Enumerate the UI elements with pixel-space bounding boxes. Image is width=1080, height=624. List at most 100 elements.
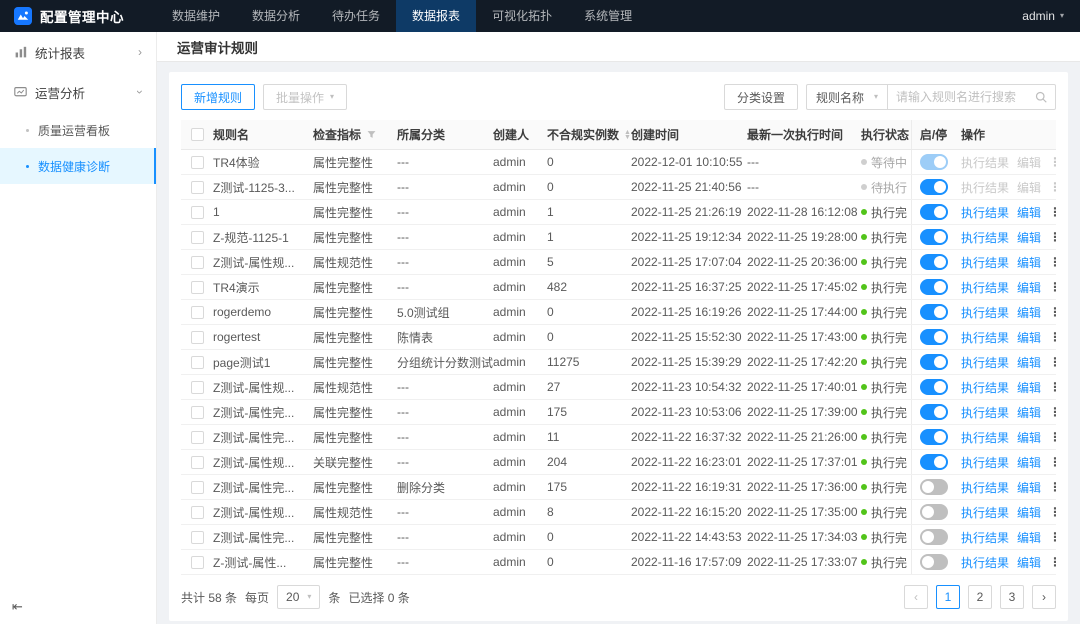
- more-icon[interactable]: ⋮: [1049, 330, 1056, 344]
- enable-toggle[interactable]: [919, 229, 948, 245]
- enable-toggle[interactable]: [919, 529, 948, 545]
- enable-toggle[interactable]: [919, 179, 948, 195]
- enable-toggle[interactable]: [919, 329, 948, 345]
- enable-toggle[interactable]: [919, 429, 948, 445]
- enable-toggle[interactable]: [919, 404, 948, 420]
- more-icon[interactable]: ⋮: [1049, 380, 1056, 394]
- nav-item-visual-topology[interactable]: 可视化拓扑: [492, 9, 553, 23]
- enable-toggle[interactable]: [919, 379, 948, 395]
- more-icon[interactable]: ⋮: [1049, 255, 1056, 269]
- sidebar-item-data-health[interactable]: 数据健康诊断: [0, 148, 156, 184]
- nav-item-data-analysis[interactable]: 数据分析: [252, 9, 301, 23]
- sidebar-item-quality-dashboard[interactable]: 质量运营看板: [0, 112, 156, 148]
- exec-result-link[interactable]: 执行结果: [961, 255, 1010, 270]
- more-icon[interactable]: ⋮: [1049, 530, 1056, 544]
- page-button-3[interactable]: 3: [1000, 585, 1024, 609]
- row-checkbox[interactable]: [190, 180, 204, 194]
- row-checkbox[interactable]: [190, 380, 204, 394]
- exec-result-link[interactable]: 执行结果: [961, 405, 1010, 420]
- more-icon[interactable]: ⋮: [1049, 355, 1056, 369]
- row-checkbox[interactable]: [190, 405, 204, 419]
- edit-link[interactable]: 编辑: [1017, 205, 1042, 220]
- edit-link[interactable]: 编辑: [1017, 355, 1042, 370]
- exec-result-link[interactable]: 执行结果: [961, 430, 1010, 445]
- more-icon[interactable]: ⋮: [1049, 405, 1056, 419]
- nav-item-data-maintenance[interactable]: 数据维护: [172, 9, 221, 23]
- edit-link[interactable]: 编辑: [1017, 530, 1042, 545]
- row-checkbox[interactable]: [190, 330, 204, 344]
- row-checkbox[interactable]: [190, 455, 204, 469]
- exec-result-link[interactable]: 执行结果: [961, 305, 1010, 320]
- exec-result-link[interactable]: 执行结果: [961, 530, 1010, 545]
- edit-link[interactable]: 编辑: [1017, 430, 1042, 445]
- search-input[interactable]: [896, 90, 1035, 104]
- edit-link[interactable]: 编辑: [1017, 505, 1042, 520]
- exec-result-link[interactable]: 执行结果: [961, 480, 1010, 495]
- category-settings-button[interactable]: 分类设置: [723, 84, 798, 110]
- filter-icon[interactable]: [367, 130, 376, 139]
- enable-toggle[interactable]: [919, 204, 948, 220]
- enable-toggle[interactable]: [919, 154, 948, 170]
- exec-result-link[interactable]: 执行结果: [961, 230, 1010, 245]
- row-checkbox[interactable]: [190, 505, 204, 519]
- exec-result-link[interactable]: 执行结果: [961, 205, 1010, 220]
- row-checkbox[interactable]: [190, 255, 204, 269]
- exec-result-link[interactable]: 执行结果: [961, 330, 1010, 345]
- exec-result-link[interactable]: 执行结果: [961, 355, 1010, 370]
- row-checkbox[interactable]: [190, 155, 204, 169]
- enable-toggle[interactable]: [919, 479, 948, 495]
- collapse-sidebar-icon[interactable]: ⇤: [12, 599, 23, 614]
- batch-actions-button[interactable]: 批量操作 ▾: [263, 84, 348, 110]
- more-icon[interactable]: ⋮: [1049, 180, 1056, 194]
- exec-result-link[interactable]: 执行结果: [961, 155, 1010, 170]
- edit-link[interactable]: 编辑: [1017, 455, 1042, 470]
- edit-link[interactable]: 编辑: [1017, 330, 1042, 345]
- edit-link[interactable]: 编辑: [1017, 230, 1042, 245]
- edit-link[interactable]: 编辑: [1017, 305, 1042, 320]
- edit-link[interactable]: 编辑: [1017, 555, 1042, 570]
- edit-link[interactable]: 编辑: [1017, 155, 1042, 170]
- row-checkbox[interactable]: [190, 555, 204, 569]
- edit-link[interactable]: 编辑: [1017, 280, 1042, 295]
- more-icon[interactable]: ⋮: [1049, 205, 1056, 219]
- edit-link[interactable]: 编辑: [1017, 480, 1042, 495]
- row-checkbox[interactable]: [190, 305, 204, 319]
- exec-result-link[interactable]: 执行结果: [961, 505, 1010, 520]
- row-checkbox[interactable]: [190, 355, 204, 369]
- more-icon[interactable]: ⋮: [1049, 555, 1056, 569]
- row-checkbox[interactable]: [190, 230, 204, 244]
- enable-toggle[interactable]: [919, 554, 948, 570]
- exec-result-link[interactable]: 执行结果: [961, 180, 1010, 195]
- sort-icon[interactable]: ▲ ▼: [624, 128, 631, 141]
- more-icon[interactable]: ⋮: [1049, 430, 1056, 444]
- more-icon[interactable]: ⋮: [1049, 505, 1056, 519]
- page-button-2[interactable]: 2: [968, 585, 992, 609]
- add-rule-button[interactable]: 新增规则: [181, 84, 256, 110]
- more-icon[interactable]: ⋮: [1049, 230, 1056, 244]
- user-menu[interactable]: admin ▾: [1006, 9, 1080, 23]
- more-icon[interactable]: ⋮: [1049, 455, 1056, 469]
- row-checkbox[interactable]: [190, 430, 204, 444]
- more-icon[interactable]: ⋮: [1049, 480, 1056, 494]
- search-field-select[interactable]: 规则名称 ▾: [805, 84, 888, 110]
- enable-toggle[interactable]: [919, 454, 948, 470]
- more-icon[interactable]: ⋮: [1049, 155, 1056, 169]
- exec-result-link[interactable]: 执行结果: [961, 380, 1010, 395]
- enable-toggle[interactable]: [919, 304, 948, 320]
- sidebar-item-stat-report[interactable]: 统计报表 ›: [0, 32, 156, 72]
- exec-result-link[interactable]: 执行结果: [961, 455, 1010, 470]
- row-checkbox[interactable]: [190, 530, 204, 544]
- row-checkbox[interactable]: [190, 480, 204, 494]
- nav-item-todo-tasks[interactable]: 待办任务: [332, 9, 381, 23]
- sidebar-item-operation-analysis[interactable]: 运营分析 ›: [0, 72, 156, 112]
- next-page-button[interactable]: ›: [1032, 585, 1056, 609]
- prev-page-button[interactable]: ‹: [904, 585, 928, 609]
- page-size-select[interactable]: 20 ▾: [277, 585, 321, 609]
- exec-result-link[interactable]: 执行结果: [961, 280, 1010, 295]
- edit-link[interactable]: 编辑: [1017, 380, 1042, 395]
- edit-link[interactable]: 编辑: [1017, 180, 1042, 195]
- select-all-checkbox[interactable]: [190, 128, 204, 141]
- enable-toggle[interactable]: [919, 279, 948, 295]
- row-checkbox[interactable]: [190, 280, 204, 294]
- enable-toggle[interactable]: [919, 254, 948, 270]
